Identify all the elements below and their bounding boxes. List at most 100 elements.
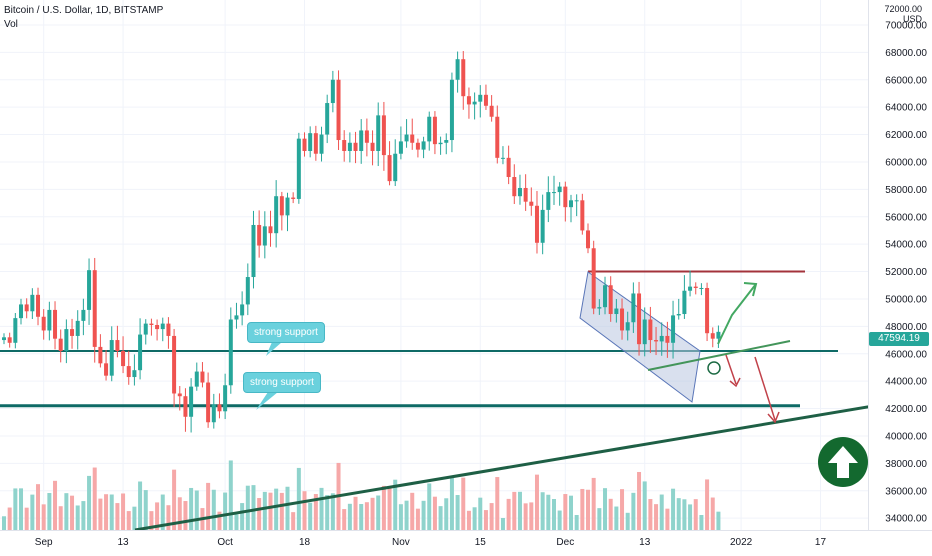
volume-bar [483, 510, 488, 530]
chart-header: Bitcoin / U.S. Dollar, 1D, BITSTAMP Vol [4, 4, 163, 32]
volume-bar [98, 498, 103, 530]
support-callout-lower: strong support [243, 372, 321, 393]
y-tick-label: 52000.00 [885, 267, 927, 278]
candle-body [506, 157, 511, 178]
y-tick-label: 44000.00 [885, 377, 927, 388]
volume-bar [7, 507, 12, 530]
volume-bar [319, 487, 324, 530]
candle-body [444, 140, 449, 143]
candle-body [586, 230, 591, 249]
volume-bar [466, 510, 471, 530]
volume-bar [132, 506, 137, 530]
candle-body [92, 270, 97, 347]
volume-bar [625, 512, 630, 530]
candle-body [194, 371, 199, 387]
candle-body [155, 324, 160, 330]
candle-body [302, 138, 307, 151]
candle-body [172, 335, 177, 394]
volume-bar [347, 503, 352, 530]
volume-bar [427, 483, 432, 530]
candle-body [671, 315, 676, 343]
candle-body [376, 115, 381, 151]
volume-bar [676, 498, 681, 530]
candle-body [19, 304, 24, 319]
volume-bar [194, 490, 199, 530]
volume-bar [710, 497, 715, 530]
volume-bar [81, 501, 86, 530]
candle-body [217, 404, 222, 412]
support-callout-upper: strong support [247, 322, 325, 343]
volume-bar [529, 502, 534, 530]
volume-bar [665, 508, 670, 530]
volume-bar [177, 497, 182, 530]
volume-bar [211, 489, 216, 530]
volume-bar [648, 499, 653, 530]
volume-bar [262, 491, 267, 530]
candle-body [330, 79, 335, 104]
volume-indicator-label[interactable]: Vol [4, 19, 18, 30]
volume-bar [586, 489, 591, 530]
y-tick-label: 34000.00 [885, 514, 927, 525]
volume-bar [24, 507, 29, 530]
volume-bar [364, 502, 369, 530]
volume-bar [472, 507, 477, 530]
candle-body [319, 134, 324, 154]
volume-bar [92, 467, 97, 530]
volume-bar [30, 494, 35, 530]
volume-bar [234, 514, 239, 530]
candle-body [262, 226, 267, 246]
candle-body [268, 226, 273, 234]
candle-body [149, 323, 154, 325]
chart-plot[interactable] [0, 0, 868, 530]
volume-bar [353, 496, 358, 530]
candle-body [580, 200, 585, 231]
candle-body [183, 396, 188, 417]
arrow-head [767, 411, 780, 424]
candle-body [342, 140, 347, 151]
candle-body [143, 323, 148, 335]
volume-bar [393, 479, 398, 530]
volume-bar [620, 489, 625, 530]
candle-body [313, 133, 318, 154]
volume-bar [682, 499, 687, 530]
volume-bar [53, 480, 58, 530]
y-tick-label: 36000.00 [885, 486, 927, 497]
candle-body [461, 59, 466, 97]
y-tick-label: 62000.00 [885, 130, 927, 141]
y-tick-label: 70000.00 [885, 20, 927, 31]
volume-bar [342, 509, 347, 530]
volume-bar [614, 506, 619, 530]
volume-bar [603, 488, 608, 530]
volume-bar [166, 505, 171, 530]
candle-body [648, 319, 653, 341]
x-tick-label: 15 [475, 537, 487, 548]
candle-body [620, 308, 625, 331]
volume-bar [149, 511, 154, 530]
volume-bar [523, 503, 528, 530]
candle-body [631, 293, 636, 323]
y-tick-label: 68000.00 [885, 48, 927, 59]
volume-bar [659, 494, 664, 530]
candle-body [495, 116, 500, 158]
candle-body [7, 337, 12, 343]
candle-body [296, 138, 301, 199]
candle-body [274, 196, 279, 234]
candle-body [563, 186, 568, 208]
candle-body [240, 304, 245, 316]
candle-body [540, 209, 545, 243]
price-axis[interactable]: 34000.00 36000.00 38000.00 40000.00 42000.00… [868, 0, 932, 530]
volume-bar [608, 498, 613, 530]
volume-bar [268, 492, 273, 530]
time-axis[interactable]: Sep 13 Oct 18 Nov 15 Dec 13 2022 17 [0, 530, 932, 551]
candle-body [70, 329, 75, 336]
volume-bar [172, 469, 177, 530]
candle-body [705, 287, 710, 334]
volume-bar [444, 498, 449, 530]
y-tick-label: 42000.00 [885, 404, 927, 415]
candle-body [676, 314, 681, 316]
chart-title: Bitcoin / U.S. Dollar, 1D, BITSTAMP [4, 5, 164, 16]
volume-bar [449, 476, 454, 530]
projection-down-arrow [754, 356, 776, 421]
candle-body [415, 142, 420, 150]
